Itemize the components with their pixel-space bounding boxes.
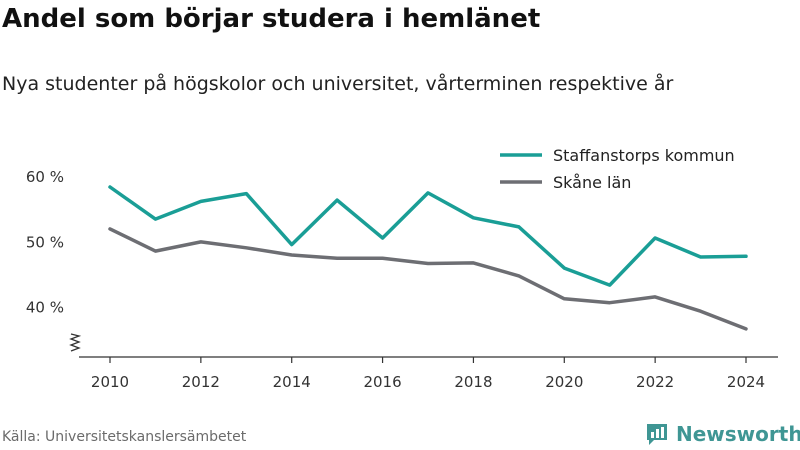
x-tick-label: 2014 bbox=[273, 373, 311, 391]
x-tick-label: 2022 bbox=[636, 373, 674, 391]
legend-label: Skåne län bbox=[553, 173, 631, 192]
x-axis: 2010 2012 2014 2016 2018 2020 2022 2024 bbox=[79, 356, 778, 391]
line-chart: 40 % 50 % 60 % 2010 2012 2014 2016 2018 2020 202… bbox=[25, 141, 778, 391]
chart-title: Andel som börjar studera i hemlänet bbox=[2, 4, 541, 34]
y-tick-label: 50 % bbox=[26, 233, 64, 251]
x-tick-label: 2024 bbox=[727, 373, 765, 391]
legend: Staffanstorps kommun Skåne län bbox=[492, 141, 766, 193]
newsworthy-logo-icon bbox=[647, 424, 667, 445]
legend-label: Staffanstorps kommun bbox=[553, 146, 735, 165]
x-tick-label: 2012 bbox=[182, 373, 220, 391]
y-axis-ticks: 40 % 50 % 60 % bbox=[26, 168, 82, 352]
newsworthy-logo-text: Newsworthy bbox=[676, 422, 800, 446]
legend-background bbox=[492, 141, 766, 193]
y-tick-label: 40 % bbox=[26, 299, 64, 317]
series-line-staffanstorps-kommun bbox=[108, 185, 748, 287]
y-axis-break-mark bbox=[69, 333, 82, 352]
x-tick-label: 2020 bbox=[545, 373, 583, 391]
chart-subtitle: Nya studenter på högskolor och universit… bbox=[2, 73, 674, 95]
y-tick-label: 60 % bbox=[26, 168, 64, 186]
x-tick-label: 2010 bbox=[91, 373, 129, 391]
series-lines bbox=[108, 185, 748, 331]
newsworthy-logo: Newsworthy bbox=[644, 421, 800, 447]
source-note: Källa: Universitetskanslersämbetet bbox=[2, 429, 247, 445]
x-tick-label: 2016 bbox=[363, 373, 401, 391]
series-line-skane-lan bbox=[108, 227, 748, 331]
x-tick-label: 2018 bbox=[454, 373, 492, 391]
